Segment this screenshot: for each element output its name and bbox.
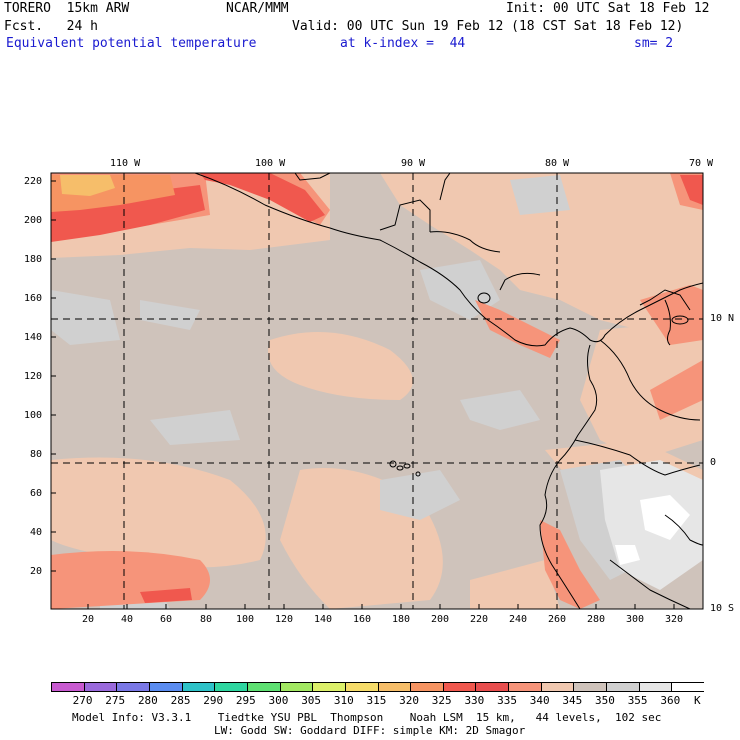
colorbar-label: 325 — [431, 694, 452, 707]
theta-e-335-areas — [51, 173, 703, 603]
coastlines — [194, 173, 703, 609]
colorbar-swatch — [214, 682, 248, 692]
colorbar-label: 305 — [301, 694, 322, 707]
y-tick: 40 — [30, 527, 43, 538]
colorbar-label: 335 — [497, 694, 517, 707]
center-name: NCAR/MMM — [226, 1, 289, 16]
colorbar-swatch — [540, 682, 574, 692]
y-tick: 60 — [30, 488, 43, 499]
y-tick: 200 — [24, 215, 43, 226]
field-name: Equivalent potential temperature — [6, 36, 257, 51]
colorbar-label: 320 — [399, 694, 420, 707]
colorbar-swatch — [606, 682, 640, 692]
colorbar-swatch — [442, 682, 476, 692]
colorbar-swatch — [246, 682, 281, 692]
lakes — [477, 292, 689, 325]
valid-time: Valid: 00 UTC Sun 19 Feb 12 (18 CST Sat … — [292, 19, 684, 34]
colorbar-label: 360 — [660, 694, 681, 707]
colorbar-label: 285 — [170, 694, 191, 707]
colorbar-swatch — [508, 682, 542, 692]
colorbar-label: 275 — [105, 694, 126, 707]
lon-label-80w: 80 W — [545, 158, 570, 169]
colorbar-swatch — [671, 682, 705, 692]
colorbar-label: 350 — [595, 694, 615, 707]
colorbar-swatch — [377, 682, 411, 692]
x-tick: 60 — [160, 614, 173, 625]
theta-e-325-areas — [60, 175, 115, 196]
colorbar-label: 340 — [529, 694, 550, 707]
physics-info: LW: Godd SW: Goddard DIFF: simple KM: 2D… — [214, 724, 526, 737]
lat-label-10s: 10 S — [710, 603, 735, 614]
colorbar-swatch — [638, 682, 672, 692]
x-tick: 20 — [82, 614, 95, 625]
colorbar-swatch — [410, 682, 444, 692]
lon-label-100w: 100 W — [255, 158, 286, 169]
galapagos-islands — [389, 460, 421, 477]
colorbar-swatch — [344, 682, 378, 692]
theta-e-max-areas — [615, 495, 690, 565]
x-tick: 120 — [275, 614, 294, 625]
colorbar-swatch — [312, 682, 346, 692]
colorbar-label: 270 — [72, 694, 93, 707]
y-tick: 180 — [24, 254, 43, 265]
colorbar-swatch — [181, 682, 215, 692]
colorbar-label: 290 — [203, 694, 224, 707]
colorbar-unit: K — [694, 694, 701, 707]
colorbar-label: 295 — [235, 694, 256, 707]
x-tick: 160 — [353, 614, 372, 625]
colorbar-label: 310 — [333, 694, 354, 707]
colorbar-label: 345 — [562, 694, 583, 707]
colorbar-label: 355 — [627, 694, 648, 707]
colorbar-swatch — [279, 682, 313, 692]
x-tick: 100 — [236, 614, 255, 625]
lat-label-0: 0 — [710, 457, 717, 468]
x-tick: 80 — [200, 614, 213, 625]
y-tick: 120 — [24, 371, 43, 382]
colorbar-swatch — [148, 682, 183, 692]
colorbar-label: 330 — [464, 694, 485, 707]
x-tick: 140 — [314, 614, 333, 625]
x-tick: 280 — [587, 614, 606, 625]
x-tick: 300 — [626, 614, 645, 625]
y-tick: 220 — [24, 176, 43, 187]
model-info: Model Info: V3.3.1 Tiedtke YSU PBL Thomp… — [72, 711, 662, 724]
x-tick: 40 — [121, 614, 134, 625]
x-tick: 320 — [665, 614, 684, 625]
y-tick: 20 — [30, 566, 43, 577]
x-tick: 200 — [431, 614, 450, 625]
x-tick: 180 — [392, 614, 411, 625]
colorbar-swatch — [116, 682, 150, 692]
y-tick: 100 — [24, 410, 43, 421]
lon-label-70w: 70 W — [689, 158, 714, 169]
y-tick: 140 — [24, 332, 43, 343]
colorbar-label: 280 — [137, 694, 158, 707]
smoothing-label: sm= 2 — [634, 36, 674, 51]
colorbar-swatch — [51, 682, 85, 692]
left-ticks — [51, 180, 56, 572]
y-tick: 80 — [30, 449, 43, 460]
colorbar-label: 300 — [268, 694, 289, 707]
colorbar-swatch — [83, 682, 117, 692]
graticule — [51, 173, 703, 609]
lon-label-90w: 90 W — [401, 158, 426, 169]
lat-label-10n: 10 N — [710, 313, 735, 324]
model-title: TORERO 15km ARW — [4, 1, 130, 16]
level-label: at k-index = 44 — [340, 36, 466, 51]
x-tick: 220 — [470, 614, 489, 625]
colorbar-swatch — [573, 682, 607, 692]
colorbar-swatch — [475, 682, 509, 692]
y-tick: 160 — [24, 293, 43, 304]
lon-label-110w: 110 W — [110, 158, 141, 169]
x-tick: 260 — [548, 614, 567, 625]
map-frame — [50, 172, 704, 610]
x-tick: 240 — [509, 614, 528, 625]
colorbar-label: 315 — [366, 694, 387, 707]
forecast-hour: Fcst. 24 h — [4, 19, 98, 34]
bottom-ticks — [87, 604, 675, 609]
init-time: Init: 00 UTC Sat 18 Feb 12 — [506, 1, 710, 16]
